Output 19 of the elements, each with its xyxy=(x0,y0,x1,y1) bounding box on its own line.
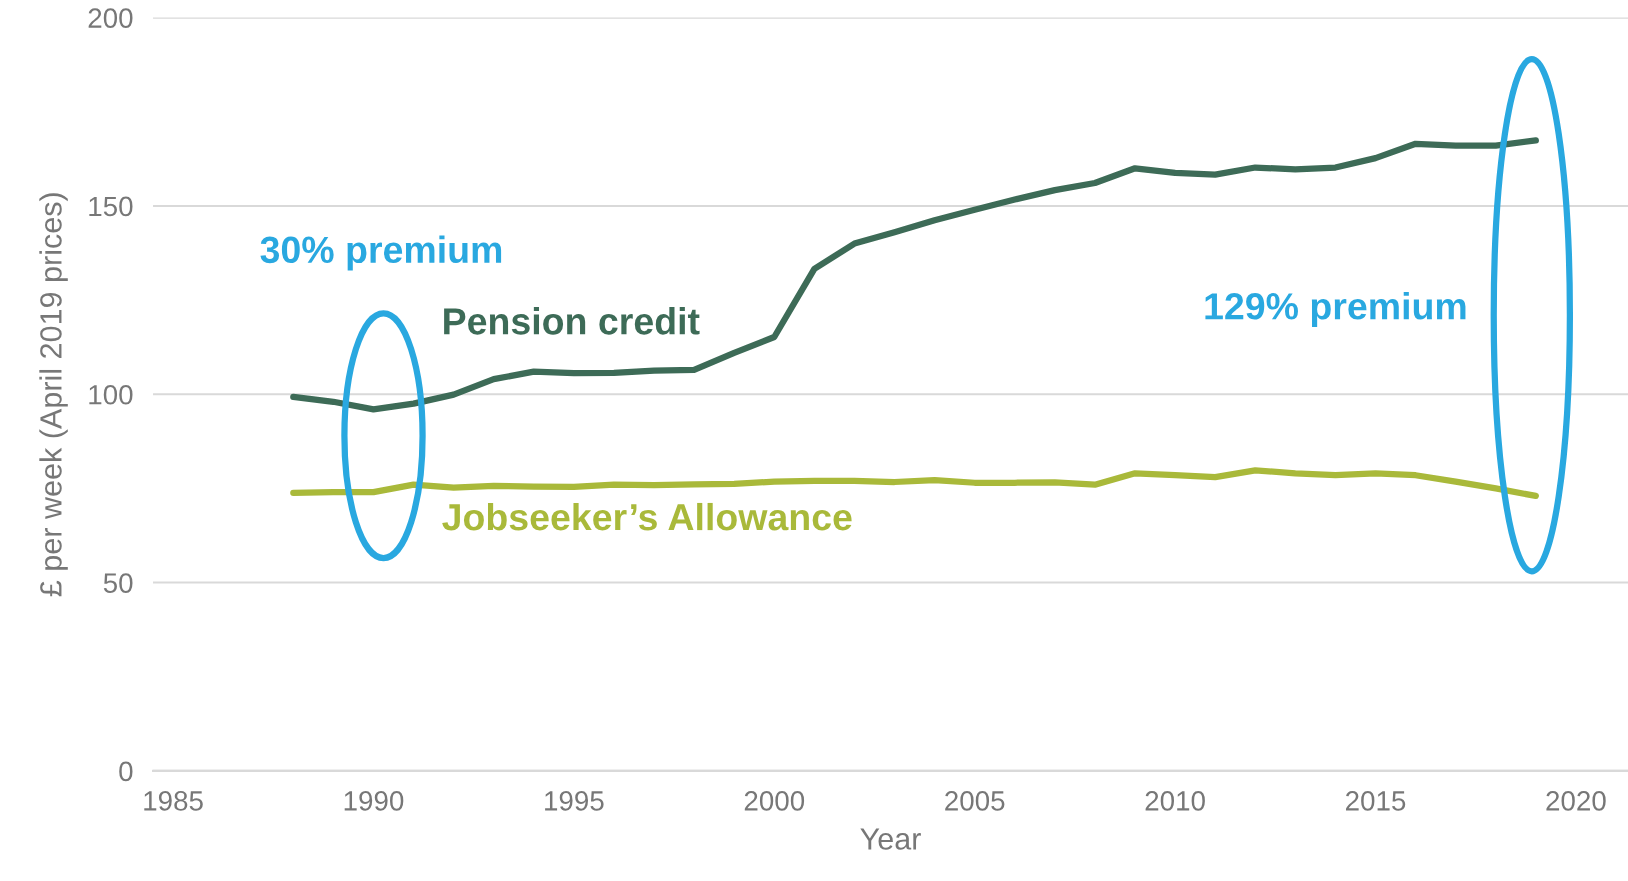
x-tick-label: 2015 xyxy=(1346,791,1406,811)
series-label: Jobseeker’s Allowance xyxy=(442,502,852,531)
x-tick-label: 2020 xyxy=(1546,791,1606,811)
y-tick-label: 150 xyxy=(89,196,133,217)
x-tick-label: 2010 xyxy=(1145,791,1205,811)
x-tick-label: 1995 xyxy=(545,791,604,811)
y-tick-label: 200 xyxy=(88,8,133,28)
y-axis-title: £ per week (April 2019 prices) xyxy=(39,193,68,597)
x-tick-label: 1990 xyxy=(344,791,404,811)
annotation: 30% premium xyxy=(260,235,502,271)
y-tick-label: 100 xyxy=(89,384,133,405)
x-axis-title: Year xyxy=(860,828,921,850)
annotation: 129% premium xyxy=(1205,292,1466,327)
x-tick-label: 2000 xyxy=(744,791,805,811)
y-tick-label: 0 xyxy=(119,761,133,782)
y-tick-label: 50 xyxy=(103,573,133,593)
x-tick-label: 1985 xyxy=(144,791,203,811)
series-label: Pension credit xyxy=(444,307,700,335)
x-tick-label: 2005 xyxy=(945,791,1005,811)
